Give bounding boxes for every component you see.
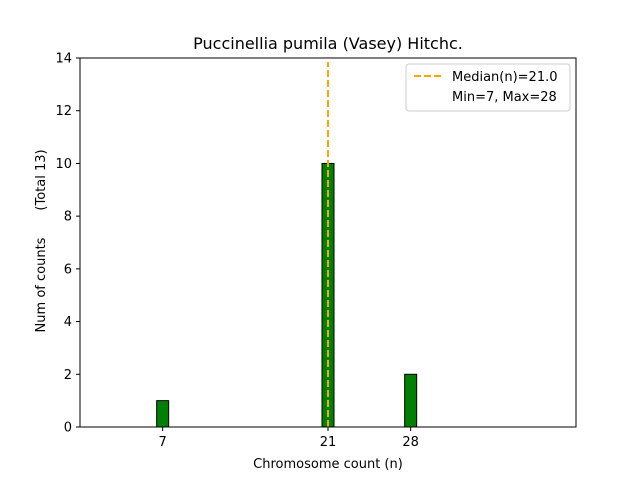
x-tick-label-28: 28 xyxy=(402,435,419,450)
x-axis-ticks: 7 21 28 xyxy=(159,427,419,450)
legend-box xyxy=(405,63,571,112)
x-tick-label-7: 7 xyxy=(159,435,167,450)
y-tick-label-8: 8 xyxy=(64,210,72,225)
y-tick-label-14: 14 xyxy=(55,52,72,67)
y-tick-label-6: 6 xyxy=(64,262,72,277)
x-tick-label-21: 21 xyxy=(320,435,337,450)
y-axis-total-note: (Total 13) xyxy=(34,149,49,210)
legend-range-label: Min=7, Max=28 xyxy=(452,90,557,105)
y-axis-label: Num of counts xyxy=(34,237,49,332)
y-tick-label-10: 10 xyxy=(55,157,72,172)
legend-median-label: Median(n)=21.0 xyxy=(452,70,558,85)
y-tick-label-4: 4 xyxy=(64,315,72,330)
bars-layer xyxy=(156,162,418,428)
y-tick-label-12: 12 xyxy=(55,104,72,119)
bar-n-7 xyxy=(156,400,170,428)
bar-n-28 xyxy=(404,373,418,428)
y-tick-label-0: 0 xyxy=(64,421,72,436)
legend: Median(n)=21.0 Min=7, Max=28 xyxy=(405,63,571,112)
y-tick-label-2: 2 xyxy=(64,368,72,383)
x-axis-label: Chromosome count (n) xyxy=(253,457,403,472)
y-axis-ticks: 0 2 4 6 8 10 12 14 xyxy=(55,52,80,436)
chart-title: Puccinellia pumila (Vasey) Hitchc. xyxy=(193,34,463,53)
